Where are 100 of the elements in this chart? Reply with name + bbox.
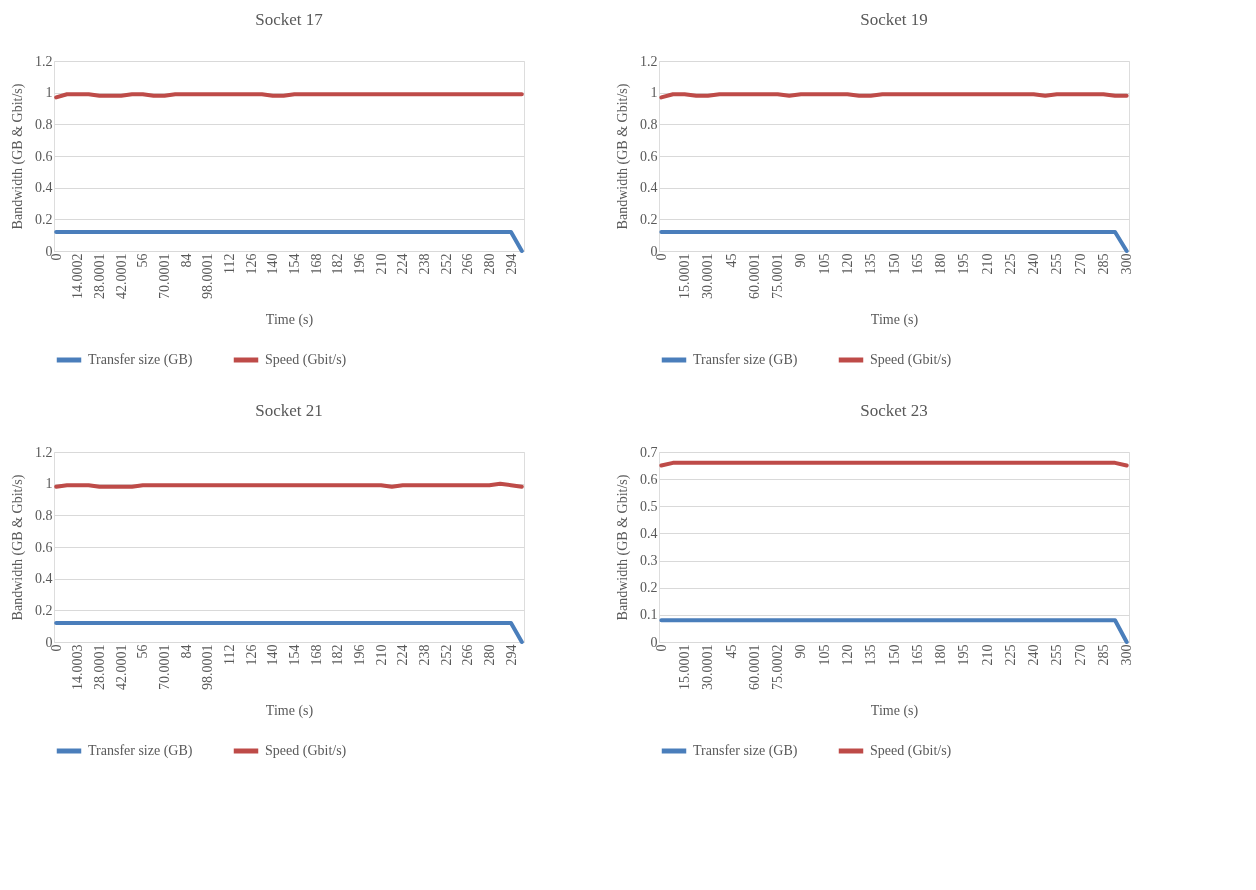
x-tick-label: 15.0001 bbox=[677, 253, 693, 299]
x-tick-label: 294 bbox=[503, 644, 519, 666]
y-tick-label: 0.4 bbox=[640, 525, 658, 541]
x-tick-label: 238 bbox=[416, 644, 432, 666]
x-tick-label: 150 bbox=[886, 644, 902, 666]
x-tick-label: 252 bbox=[438, 253, 454, 275]
y-tick-label: 0.6 bbox=[640, 471, 658, 487]
x-tick-label: 14.0002 bbox=[70, 253, 86, 299]
legend-label: Speed (Gbit/s) bbox=[265, 352, 347, 368]
y-tick-label: 1.2 bbox=[640, 53, 658, 69]
y-tick-label: 0.8 bbox=[35, 116, 53, 132]
x-tick-label: 270 bbox=[1072, 644, 1088, 666]
y-tick-label: 0.6 bbox=[640, 148, 658, 164]
x-tick-label: 135 bbox=[863, 644, 879, 666]
x-tick-label: 56 bbox=[135, 253, 151, 268]
x-tick-label: 225 bbox=[1002, 644, 1018, 666]
x-tick-label: 75.0001 bbox=[770, 253, 786, 299]
x-tick-label: 195 bbox=[956, 253, 972, 275]
chart-title: Socket 17 bbox=[255, 10, 324, 29]
x-tick-label: 180 bbox=[933, 253, 949, 275]
x-tick-label: 112 bbox=[221, 253, 237, 274]
x-tick-label: 120 bbox=[839, 644, 855, 666]
x-tick-label: 98.0001 bbox=[200, 644, 216, 690]
x-tick-label: 30.0001 bbox=[700, 644, 716, 690]
x-tick-label: 270 bbox=[1072, 253, 1088, 275]
x-tick-label: 240 bbox=[1026, 253, 1042, 275]
y-tick-label: 0.4 bbox=[35, 571, 53, 587]
x-tick-label: 105 bbox=[816, 644, 832, 666]
y-tick-label: 1.2 bbox=[35, 53, 53, 69]
x-tick-label: 154 bbox=[286, 253, 302, 275]
x-tick-label: 135 bbox=[863, 253, 879, 275]
legend-label: Transfer size (GB) bbox=[88, 743, 193, 759]
x-tick-label: 168 bbox=[308, 644, 324, 666]
x-tick-label: 280 bbox=[481, 253, 497, 275]
x-tick-label: 45 bbox=[723, 253, 739, 268]
x-tick-label: 42.0001 bbox=[113, 644, 129, 690]
x-tick-label: 154 bbox=[286, 644, 302, 666]
x-tick-label: 98.0001 bbox=[200, 253, 216, 299]
x-tick-label: 165 bbox=[909, 253, 925, 275]
y-tick-label: 0.1 bbox=[640, 607, 658, 623]
x-tick-label: 126 bbox=[243, 253, 259, 275]
chart-title: Socket 21 bbox=[255, 401, 323, 420]
x-tick-label: 300 bbox=[1119, 253, 1135, 275]
x-tick-label: 210 bbox=[979, 253, 995, 275]
y-axis-title: Bandwidth (GB & Gbit/s) bbox=[615, 83, 631, 230]
y-tick-label: 1 bbox=[650, 85, 658, 101]
x-tick-label: 90 bbox=[793, 644, 809, 659]
x-tick-label: 240 bbox=[1026, 644, 1042, 666]
y-tick-label: 0.6 bbox=[35, 539, 53, 555]
x-tick-label: 255 bbox=[1049, 253, 1065, 275]
x-tick-label: 266 bbox=[460, 644, 476, 666]
y-tick-label: 0.5 bbox=[640, 498, 658, 514]
x-tick-label: 30.0001 bbox=[700, 253, 716, 299]
y-tick-label: 0.2 bbox=[640, 211, 658, 227]
y-axis-title: Bandwidth (GB & Gbit/s) bbox=[615, 474, 631, 621]
x-axis-title: Time (s) bbox=[265, 703, 314, 719]
x-tick-label: 84 bbox=[178, 253, 194, 268]
x-tick-label: 126 bbox=[243, 644, 259, 666]
x-tick-label: 196 bbox=[351, 644, 367, 666]
chart-title: Socket 19 bbox=[860, 10, 928, 29]
x-tick-label: 224 bbox=[395, 253, 411, 275]
x-tick-label: 140 bbox=[265, 644, 281, 666]
legend-label: Transfer size (GB) bbox=[693, 352, 798, 368]
x-tick-label: 224 bbox=[395, 644, 411, 666]
x-tick-label: 105 bbox=[816, 253, 832, 275]
x-tick-label: 196 bbox=[351, 253, 367, 275]
y-tick-label: 1 bbox=[45, 85, 53, 101]
y-tick-label: 0.8 bbox=[35, 507, 53, 523]
x-tick-label: 75.0002 bbox=[770, 644, 786, 690]
legend-label: Speed (Gbit/s) bbox=[870, 743, 952, 759]
legend-label: Transfer size (GB) bbox=[693, 743, 798, 759]
x-tick-label: 15.0001 bbox=[677, 644, 693, 690]
x-tick-label: 238 bbox=[416, 253, 432, 275]
x-tick-label: 280 bbox=[481, 644, 497, 666]
x-tick-label: 165 bbox=[909, 644, 925, 666]
y-tick-label: 0.4 bbox=[640, 180, 658, 196]
x-tick-label: 28.0001 bbox=[91, 253, 107, 299]
x-tick-label: 300 bbox=[1119, 644, 1135, 666]
x-tick-label: 60.0001 bbox=[746, 644, 762, 690]
x-tick-label: 45 bbox=[723, 644, 739, 659]
x-tick-label: 294 bbox=[503, 253, 519, 275]
y-tick-label: 0.2 bbox=[35, 211, 53, 227]
y-tick-label: 0.7 bbox=[640, 444, 658, 460]
y-tick-label: 1 bbox=[45, 476, 53, 492]
x-tick-label: 60.0001 bbox=[746, 253, 762, 299]
x-tick-label: 285 bbox=[1095, 253, 1111, 275]
x-tick-label: 266 bbox=[460, 253, 476, 275]
x-tick-label: 168 bbox=[308, 253, 324, 275]
chart-title: Socket 23 bbox=[860, 401, 928, 420]
x-tick-label: 120 bbox=[839, 253, 855, 275]
legend-label: Speed (Gbit/s) bbox=[265, 743, 347, 759]
x-tick-label: 70.0001 bbox=[156, 253, 172, 299]
x-tick-label: 225 bbox=[1002, 253, 1018, 275]
y-axis-title: Bandwidth (GB & Gbit/s) bbox=[10, 83, 26, 230]
y-tick-label: 0.3 bbox=[640, 553, 658, 569]
y-tick-label: 1.2 bbox=[35, 444, 53, 460]
y-axis-title: Bandwidth (GB & Gbit/s) bbox=[10, 474, 26, 621]
x-tick-label: 182 bbox=[330, 644, 346, 666]
x-tick-label: 42.0001 bbox=[113, 253, 129, 299]
x-tick-label: 28.0001 bbox=[91, 644, 107, 690]
